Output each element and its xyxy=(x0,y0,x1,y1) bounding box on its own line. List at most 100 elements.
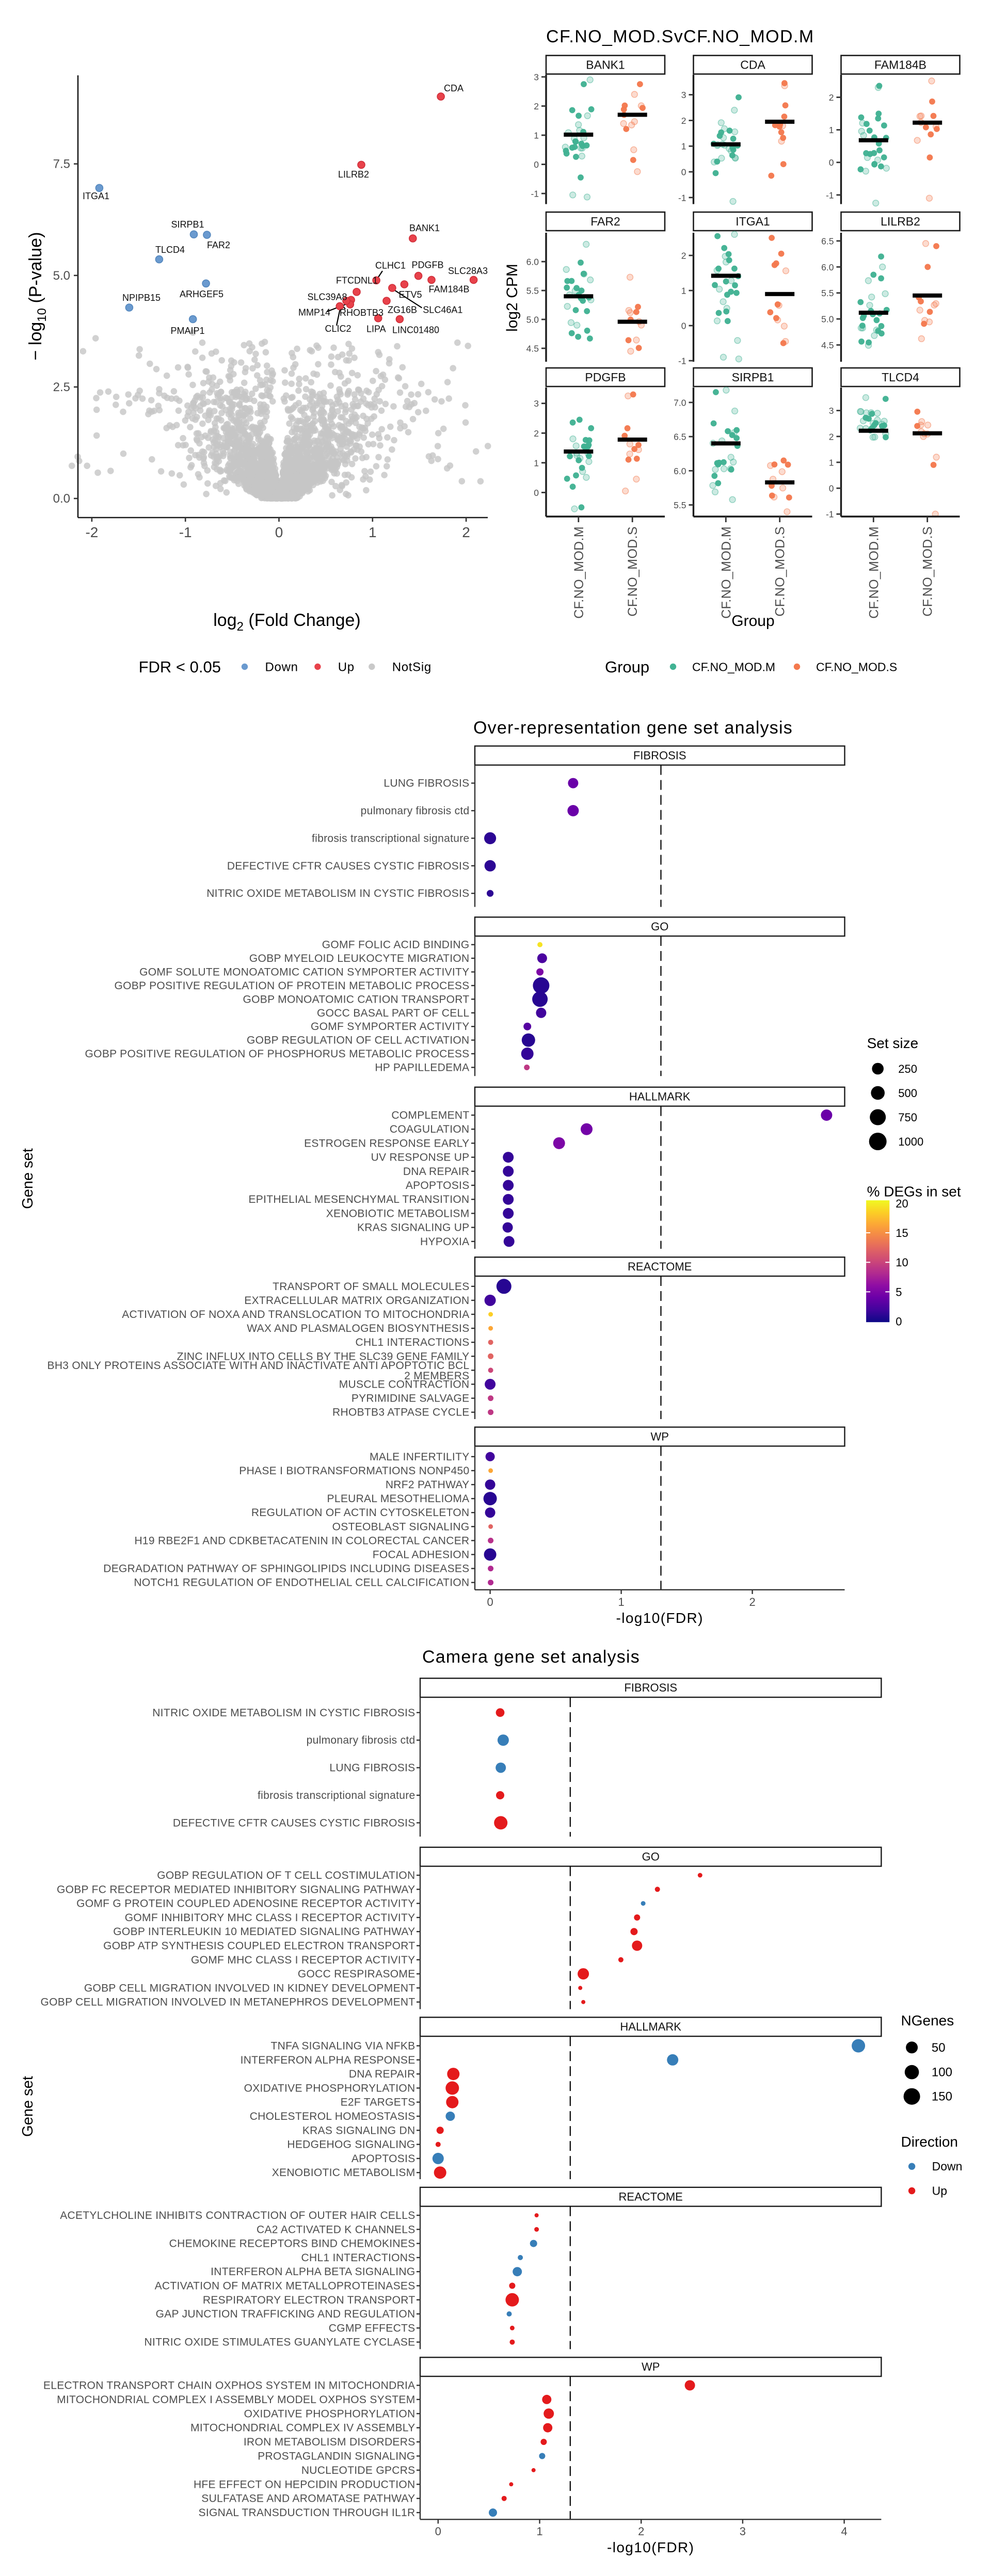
svg-text:3: 3 xyxy=(829,406,834,416)
svg-text:0: 0 xyxy=(829,157,834,168)
svg-text:Camera gene set analysis: Camera gene set analysis xyxy=(422,1647,640,1667)
svg-text:CDA: CDA xyxy=(740,58,765,72)
svg-text:1: 1 xyxy=(681,141,686,152)
svg-text:GOMF INHIBITORY MHC CLASS I RE: GOMF INHIBITORY MHC CLASS I RECEPTOR ACT… xyxy=(125,1912,415,1924)
svg-text:GOCC RESPIRASOME: GOCC RESPIRASOME xyxy=(298,1968,415,1980)
svg-text:log2 CPM: log2 CPM xyxy=(504,264,521,332)
svg-text:SLC39A8: SLC39A8 xyxy=(308,292,347,302)
svg-text:500: 500 xyxy=(898,1087,917,1100)
svg-text:NITRIC OXIDE STIMULATES GUANYL: NITRIC OXIDE STIMULATES GUANYLATE CYCLAS… xyxy=(145,2337,415,2348)
svg-text:pulmonary fibrosis ctd: pulmonary fibrosis ctd xyxy=(361,805,470,817)
svg-text:0: 0 xyxy=(534,488,539,498)
svg-text:10: 10 xyxy=(896,1256,908,1269)
svg-text:RHOBTB3: RHOBTB3 xyxy=(340,308,383,318)
svg-text:3: 3 xyxy=(681,90,686,100)
svg-text:GOMF SOLUTE MONOATOMIC CATION: GOMF SOLUTE MONOATOMIC CATION SYMPORTER … xyxy=(139,967,469,978)
svg-text:OXIDATIVE PHOSPHORYLATION: OXIDATIVE PHOSPHORYLATION xyxy=(244,2082,415,2094)
svg-text:-1: -1 xyxy=(531,189,539,199)
svg-text:1000: 1000 xyxy=(898,1135,923,1148)
svg-text:LIPA: LIPA xyxy=(366,324,386,334)
svg-text:GOBP MONOATOMIC CATION TRANSPO: GOBP MONOATOMIC CATION TRANSPORT xyxy=(243,993,470,1005)
svg-text:HYPOXIA: HYPOXIA xyxy=(420,1236,469,1248)
svg-text:5.0: 5.0 xyxy=(53,269,70,283)
svg-text:3: 3 xyxy=(740,2525,746,2538)
svg-text:fibrosis transcriptional signa: fibrosis transcriptional signature xyxy=(258,1790,415,1801)
svg-text:Down: Down xyxy=(265,661,298,674)
svg-text:CGMP EFFECTS: CGMP EFFECTS xyxy=(329,2322,415,2334)
svg-text:1: 1 xyxy=(534,131,539,141)
svg-text:BANK1: BANK1 xyxy=(586,58,625,72)
svg-text:NGenes: NGenes xyxy=(901,2013,954,2028)
svg-text:FAM184B: FAM184B xyxy=(874,58,926,72)
svg-text:FAR2: FAR2 xyxy=(590,215,620,228)
svg-text:CF.NO_MOD.SvCF.NO_MOD.M: CF.NO_MOD.SvCF.NO_MOD.M xyxy=(546,27,814,46)
svg-text:4: 4 xyxy=(841,2525,847,2538)
svg-text:GOCC BASAL PART OF CELL: GOCC BASAL PART OF CELL xyxy=(317,1007,470,1019)
svg-text:OSTEOBLAST SIGNALING: OSTEOBLAST SIGNALING xyxy=(332,1521,470,1533)
svg-text:1: 1 xyxy=(618,1596,624,1608)
svg-text:5.5: 5.5 xyxy=(821,288,834,298)
svg-text:LUNG FIBROSIS: LUNG FIBROSIS xyxy=(383,778,469,790)
svg-text:CF.NO_MOD.S: CF.NO_MOD.S xyxy=(773,526,788,617)
svg-text:0: 0 xyxy=(435,2525,441,2538)
svg-text:Direction: Direction xyxy=(901,2134,958,2150)
svg-text:KRAS SIGNALING DN: KRAS SIGNALING DN xyxy=(302,2124,415,2136)
svg-text:Group: Group xyxy=(605,658,649,676)
svg-text:CLHC1: CLHC1 xyxy=(375,261,406,271)
svg-text:WP: WP xyxy=(650,1430,668,1443)
svg-text:Up: Up xyxy=(932,2184,947,2198)
svg-text:LUNG FIBROSIS: LUNG FIBROSIS xyxy=(329,1762,415,1774)
svg-text:6.0: 6.0 xyxy=(526,257,539,267)
svg-text:CLIC2: CLIC2 xyxy=(325,324,351,334)
svg-text:FTCDNL1: FTCDNL1 xyxy=(336,276,378,286)
svg-text:2: 2 xyxy=(681,251,686,261)
svg-text:REACTOME: REACTOME xyxy=(619,2191,683,2203)
svg-text:6.0: 6.0 xyxy=(674,466,686,476)
svg-text:2: 2 xyxy=(681,116,686,126)
svg-text:REACTOME: REACTOME xyxy=(628,1260,692,1273)
svg-text:-log10(FDR): -log10(FDR) xyxy=(616,1610,703,1626)
svg-text:DEFECTIVE CFTR CAUSES CYSTIC F: DEFECTIVE CFTR CAUSES CYSTIC FIBROSIS xyxy=(227,860,470,872)
svg-text:Down: Down xyxy=(932,2160,963,2173)
svg-text:Set size: Set size xyxy=(867,1035,919,1051)
svg-text:GOMF FOLIC ACID BINDING: GOMF FOLIC ACID BINDING xyxy=(322,939,470,951)
svg-text:OXIDATIVE PHOSPHORYLATION: OXIDATIVE PHOSPHORYLATION xyxy=(244,2408,415,2420)
svg-text:NotSig: NotSig xyxy=(392,661,431,674)
svg-text:BH3 ONLY PROTEINS ASSOCIATE WI: BH3 ONLY PROTEINS ASSOCIATE WITH AND INA… xyxy=(47,1360,470,1372)
svg-text:CF.NO_MOD.M: CF.NO_MOD.M xyxy=(692,661,775,674)
svg-text:NOTCH1 REGULATION OF ENDOTHELI: NOTCH1 REGULATION OF ENDOTHELIAL CELL CA… xyxy=(134,1577,469,1589)
svg-text:2.5: 2.5 xyxy=(53,380,70,394)
svg-text:REGULATION OF ACTIN CYTOSKELET: REGULATION OF ACTIN CYTOSKELETON xyxy=(251,1507,470,1519)
svg-text:5.5: 5.5 xyxy=(526,286,539,296)
svg-text:TNFA SIGNALING VIA NFKB: TNFA SIGNALING VIA NFKB xyxy=(271,2040,415,2052)
svg-text:SIRPB1: SIRPB1 xyxy=(732,371,774,384)
svg-text:0: 0 xyxy=(896,1315,902,1328)
svg-text:GAP JUNCTION TRAFFICKING AND R: GAP JUNCTION TRAFFICKING AND REGULATION xyxy=(156,2308,415,2320)
svg-text:− log10 (P-value): − log10 (P-value) xyxy=(26,232,49,361)
svg-text:INTERFERON ALPHA BETA SIGNALIN: INTERFERON ALPHA BETA SIGNALING xyxy=(211,2266,415,2278)
svg-text:RESPIRATORY ELECTRON TRANSPORT: RESPIRATORY ELECTRON TRANSPORT xyxy=(203,2294,415,2306)
svg-text:HALLMARK: HALLMARK xyxy=(629,1090,691,1103)
svg-text:NITRIC OXIDE METABOLISM IN CYS: NITRIC OXIDE METABOLISM IN CYSTIC FIBROS… xyxy=(152,1707,415,1719)
svg-text:HP PAPILLEDEMA: HP PAPILLEDEMA xyxy=(375,1062,469,1074)
svg-text:GO: GO xyxy=(651,920,668,933)
svg-text:CF.NO_MOD.M: CF.NO_MOD.M xyxy=(572,526,586,619)
svg-text:LINC01480: LINC01480 xyxy=(392,325,439,335)
svg-text:GOBP CELL MIGRATION INVOLVED I: GOBP CELL MIGRATION INVOLVED IN METANEPH… xyxy=(41,1997,415,2008)
svg-text:250: 250 xyxy=(898,1062,917,1075)
svg-text:20: 20 xyxy=(896,1197,908,1210)
svg-text:EXTRACELLULAR MATRIX ORGANIZAT: EXTRACELLULAR MATRIX ORGANIZATION xyxy=(244,1295,469,1307)
svg-text:% DEGs in set: % DEGs in set xyxy=(867,1184,961,1200)
svg-text:ETV5: ETV5 xyxy=(399,289,422,300)
svg-text:GOBP MYELOID LEUKOCYTE MIGRATI: GOBP MYELOID LEUKOCYTE MIGRATION xyxy=(249,953,470,964)
svg-text:CHL1 INTERACTIONS: CHL1 INTERACTIONS xyxy=(301,2252,415,2264)
svg-text:Up: Up xyxy=(338,661,355,674)
svg-text:15: 15 xyxy=(896,1227,908,1239)
svg-text:NUCLEOTIDE GPCRS: NUCLEOTIDE GPCRS xyxy=(301,2465,415,2476)
svg-text:GO: GO xyxy=(642,1850,660,1863)
svg-text:ESTROGEN RESPONSE EARLY: ESTROGEN RESPONSE EARLY xyxy=(304,1137,469,1149)
svg-text:7.0: 7.0 xyxy=(674,397,686,408)
svg-text:3: 3 xyxy=(534,72,539,83)
svg-text:ACTIVATION OF MATRIX METALLOPR: ACTIVATION OF MATRIX METALLOPROTEINASES xyxy=(155,2280,415,2292)
svg-text:-2: -2 xyxy=(85,524,98,540)
